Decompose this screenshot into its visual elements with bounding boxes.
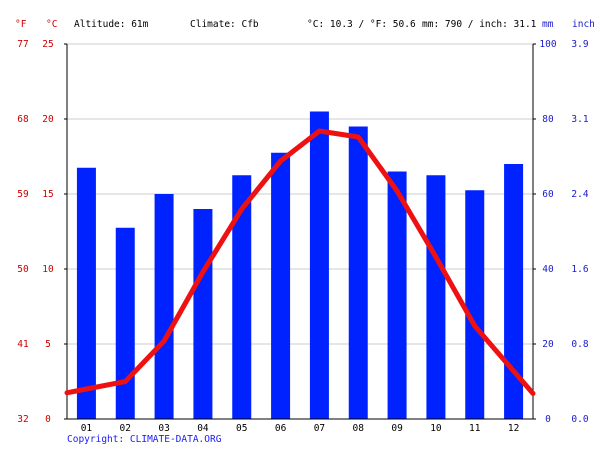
fahrenheit-tick-label: 32 [17, 414, 28, 425]
climate-label: Climate: Cfb [190, 19, 259, 30]
month-tick-label: 01 [81, 423, 93, 434]
mm-tick-label: 40 [542, 264, 554, 275]
fahrenheit-unit-label: °F [15, 19, 27, 30]
mm-tick-label: 60 [542, 189, 554, 200]
month-tick-label: 03 [158, 423, 169, 434]
tick-labels: 32 0 41 5 50 10 59 15 68 20 77 25 0 0.0 20 0.8 40 1.6 60 2.… [17, 39, 589, 434]
celsius-tick-label: 10 [42, 264, 54, 275]
precipitation-average-label: mm: 790 / inch: 31.1 [422, 19, 537, 30]
temperature-average-label: °C: 10.3 / °F: 50.6 [307, 19, 416, 30]
altitude-label: Altitude: 61m [74, 19, 149, 30]
month-tick-label: 10 [430, 423, 442, 434]
month-tick-label: 11 [469, 423, 481, 434]
celsius-unit-label: °C [46, 19, 58, 30]
inch-tick-label: 0.8 [571, 339, 588, 350]
inch-tick-label: 1.6 [571, 264, 588, 275]
inch-tick-label: 3.9 [571, 39, 588, 50]
inch-tick-label: 2.4 [571, 189, 588, 200]
precipitation-bar [76, 167, 96, 419]
inch-tick-label: 0.0 [571, 414, 588, 425]
precipitation-bar [232, 175, 252, 419]
celsius-tick-label: 5 [45, 339, 51, 350]
celsius-tick-label: 25 [42, 39, 53, 50]
month-tick-label: 04 [197, 423, 209, 434]
month-tick-label: 12 [508, 423, 519, 434]
celsius-tick-label: 15 [42, 189, 53, 200]
mm-tick-label: 20 [542, 339, 554, 350]
copyright-link[interactable]: Copyright: CLIMATE-DATA.ORG [67, 434, 222, 445]
grid-lines [67, 43, 533, 345]
month-tick-label: 02 [120, 423, 131, 434]
precipitation-bar [426, 175, 446, 419]
month-tick-label: 09 [391, 423, 403, 434]
mm-tick-label: 100 [539, 39, 556, 50]
month-tick-label: 05 [236, 423, 247, 434]
month-tick-label: 06 [275, 423, 287, 434]
temperature-line-path [64, 128, 536, 396]
precipitation-bar [115, 227, 135, 419]
fahrenheit-tick-label: 59 [17, 189, 29, 200]
month-tick-label: 08 [353, 423, 365, 434]
precipitation-bar [504, 164, 524, 419]
fahrenheit-tick-label: 68 [17, 114, 29, 125]
celsius-tick-label: 0 [45, 414, 51, 425]
fahrenheit-tick-label: 41 [17, 339, 29, 350]
temperature-line [64, 128, 536, 396]
precipitation-bar [348, 126, 368, 419]
month-tick-label: 07 [314, 423, 325, 434]
celsius-tick-label: 20 [42, 114, 54, 125]
precipitation-bar [193, 209, 213, 419]
precipitation-bars [76, 111, 524, 419]
precipitation-bar [387, 171, 407, 419]
precipitation-bar [271, 152, 291, 419]
fahrenheit-tick-label: 50 [17, 264, 29, 275]
inch-tick-label: 3.1 [571, 114, 588, 125]
fahrenheit-tick-label: 77 [17, 39, 28, 50]
axes [64, 43, 536, 420]
precipitation-bar [154, 194, 174, 419]
precipitation-bar [465, 190, 485, 419]
precipitation-bar [309, 111, 329, 419]
mm-unit-label: mm [542, 19, 554, 30]
mm-tick-label: 0 [545, 414, 551, 425]
inch-unit-label: inch [572, 19, 595, 30]
mm-tick-label: 80 [542, 114, 554, 125]
